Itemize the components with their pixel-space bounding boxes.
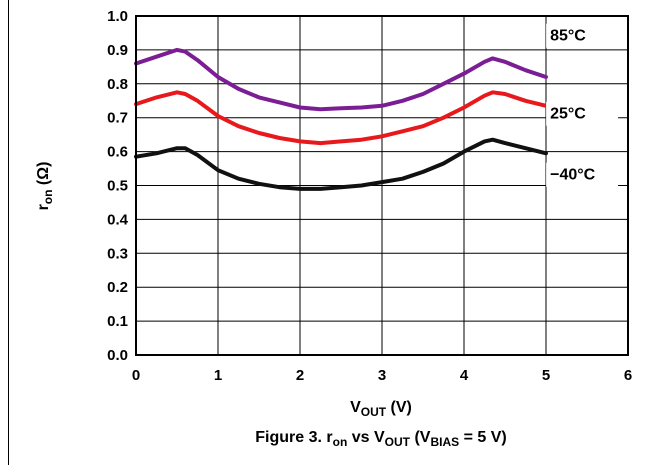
series-label-bg (546, 101, 619, 126)
x-tick-label: 2 (296, 367, 304, 384)
tick-labels: 0 1 2 3 4 5 6 0.0 0.1 0.2 0.3 0.4 0.5 0.6 0.7 0.8 0.9 1.0 (107, 8, 632, 384)
series-label-1: 25°C (550, 106, 586, 123)
y-tick-label: 0.5 (107, 178, 128, 195)
series-lines (134, 47, 548, 191)
y-tick-label: 0.1 (107, 313, 128, 330)
page-left-rule (8, 0, 9, 465)
series-label-2: −40°C (550, 167, 596, 184)
y-axis-title: ron (Ω) (35, 162, 55, 211)
y-tick-label: 0.6 (107, 144, 128, 161)
series-line-0 (134, 47, 548, 112)
x-axis-title: VOUT (V) (350, 399, 412, 419)
figure-caption: Figure 3. ron vs VOUT (VBIAS = 5 V) (255, 429, 506, 449)
x-tick-label: 1 (214, 367, 222, 384)
series-line-2 (134, 137, 548, 191)
plot-frame (135, 15, 629, 356)
y-tick-label: 0.8 (107, 76, 128, 93)
x-tick-label: 5 (542, 367, 550, 384)
y-tick-label: 0.2 (107, 279, 128, 296)
y-tick-label: 1.0 (107, 8, 128, 25)
series-label-bg (546, 162, 619, 187)
x-tick-label: 3 (378, 367, 386, 384)
y-tick-label: 0.3 (107, 245, 128, 262)
series-line-1 (134, 90, 548, 146)
x-tick-label: 6 (624, 367, 632, 384)
series-label-0: 85°C (550, 28, 586, 45)
series-label-bg (546, 23, 619, 48)
y-tick-label: 0.0 (107, 347, 128, 364)
x-tick-label: 0 (132, 367, 140, 384)
x-tick-label: 4 (460, 367, 469, 384)
y-tick-label: 0.4 (107, 211, 129, 228)
y-tick-label: 0.7 (107, 110, 128, 127)
y-tick-label: 0.9 (107, 42, 128, 59)
series-labels: 85°C 25°C −40°C (546, 23, 619, 187)
